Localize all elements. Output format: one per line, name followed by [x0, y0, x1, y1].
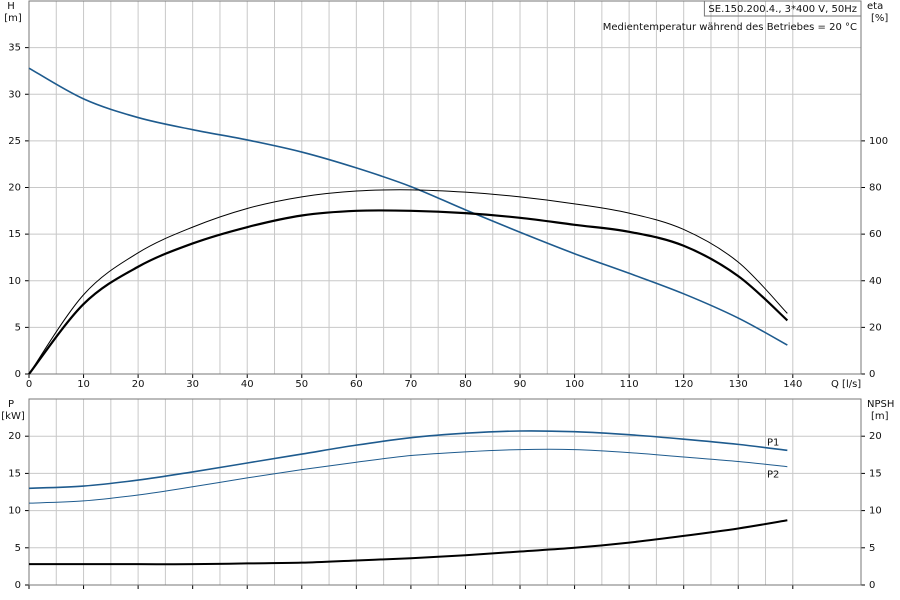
curve [29, 519, 788, 566]
curve [28, 189, 788, 375]
y-axis-label: H [7, 1, 15, 12]
x-tick-label: 70 [405, 379, 418, 390]
x-tick-label: 90 [514, 379, 527, 390]
y2-tick-label: 10 [869, 506, 882, 517]
y2-tick-label: 80 [869, 183, 882, 194]
x-tick-label: 130 [729, 379, 748, 390]
y-tick-label: 15 [8, 468, 21, 479]
y-axis-label: P [8, 399, 14, 410]
x-tick-label: 140 [783, 379, 802, 390]
chart-title: SE.150.200.4., 3*400 V, 50Hz [708, 4, 857, 15]
y-tick-label: 5 [15, 322, 21, 333]
y-tick-label: 15 [8, 229, 21, 240]
y-tick-label: 25 [8, 136, 21, 147]
y2-tick-label: 15 [869, 468, 882, 479]
y2-axis-label: NPSH [867, 399, 894, 410]
y2-tick-label: 0 [869, 580, 875, 591]
curve [28, 448, 788, 504]
y-tick-label: 10 [8, 276, 21, 287]
x-tick-label: 40 [241, 379, 254, 390]
y2-axis-label: eta [867, 1, 883, 12]
curve [28, 67, 788, 346]
y-tick-label: 35 [8, 43, 21, 54]
y-tick-label: 0 [15, 580, 21, 591]
y-tick-label: 30 [8, 89, 21, 100]
chart-subtitle: Medientemperatur während des Betriebes =… [603, 22, 857, 33]
y-tick-label: 20 [8, 431, 21, 442]
title-box [703, 0, 862, 17]
x-tick-label: 20 [132, 379, 145, 390]
y2-tick-label: 40 [869, 276, 882, 287]
y-tick-label: 5 [15, 543, 21, 554]
series-label: P2 [767, 470, 779, 481]
y-axis-unit: [m] [4, 13, 22, 24]
y-tick-label: 10 [8, 506, 21, 517]
x-tick-label: 0 [26, 379, 32, 390]
plot-frame [28, 398, 862, 586]
y2-tick-label: 100 [869, 136, 888, 147]
y-tick-label: 20 [8, 183, 21, 194]
y2-tick-label: 20 [869, 322, 882, 333]
x-tick-label: 50 [295, 379, 308, 390]
x-tick-label: 60 [350, 379, 363, 390]
y2-tick-label: 60 [869, 229, 882, 240]
x-tick-label: 120 [674, 379, 693, 390]
series-label: P1 [767, 437, 779, 448]
x-tick-label: 30 [186, 379, 199, 390]
x-tick-label: 80 [459, 379, 472, 390]
y-tick-label: 0 [15, 369, 21, 380]
y-axis-unit: [kW] [1, 411, 25, 422]
x-tick-label: 100 [565, 379, 584, 390]
x-tick-label: 110 [620, 379, 639, 390]
y2-tick-label: 5 [869, 543, 875, 554]
y2-axis-unit: [m] [871, 411, 889, 422]
x-tick-label: 10 [77, 379, 90, 390]
plot-frame [28, 0, 862, 375]
y2-tick-label: 20 [869, 431, 882, 442]
y2-axis-unit: [%] [871, 13, 888, 24]
curve [28, 430, 788, 490]
curve [28, 209, 789, 375]
y2-tick-label: 0 [869, 369, 875, 380]
x-axis-label: Q [l/s] [831, 379, 861, 390]
